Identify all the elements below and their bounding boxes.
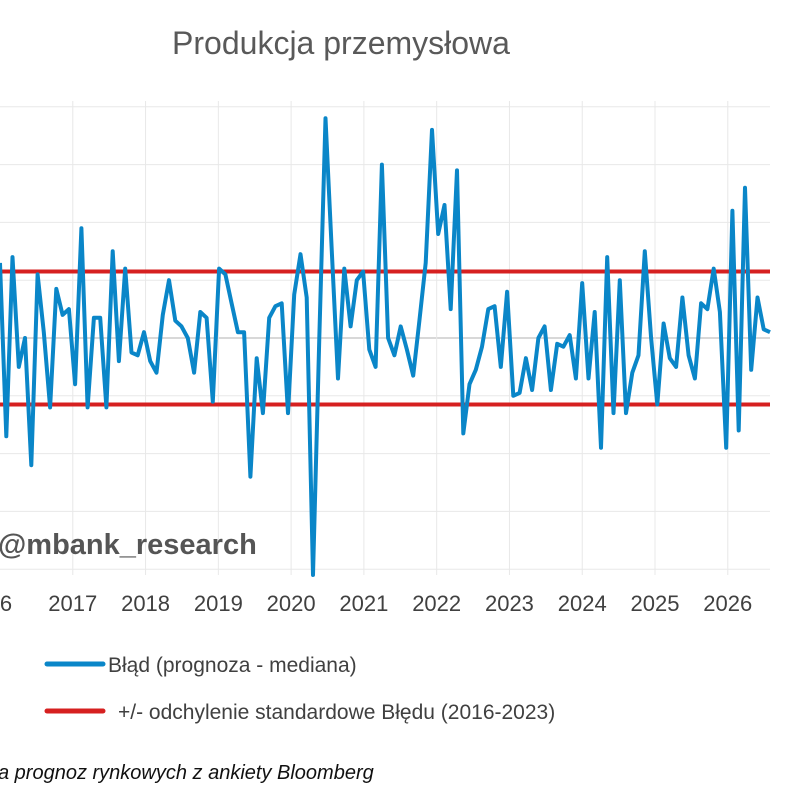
x-axis-ticks: 6 2017 2018 2019 2020 2021 2022 2023 2024 2025 202… bbox=[0, 591, 752, 616]
legend-label-error: Błąd (prognoza - mediana) bbox=[108, 654, 357, 677]
x-tick-label: 2017 bbox=[48, 591, 97, 616]
x-tick-label: 6 bbox=[0, 591, 12, 616]
chart-title: Produkcja przemysłowa bbox=[172, 25, 510, 61]
legend-label-std-band: +/- odchylenie standardowe Błędu (2016-2… bbox=[118, 701, 555, 724]
x-tick-label: 2023 bbox=[485, 591, 534, 616]
x-tick-label: 2021 bbox=[339, 591, 388, 616]
grid-lines bbox=[0, 101, 770, 575]
watermark: @mbank_research bbox=[0, 529, 257, 561]
x-tick-label: 2022 bbox=[412, 591, 461, 616]
x-tick-label: 2019 bbox=[194, 591, 243, 616]
series-line-error bbox=[0, 116, 771, 577]
x-tick-label: 2026 bbox=[703, 591, 752, 616]
legend: Błąd (prognoza - mediana) +/- odchylenie… bbox=[44, 654, 555, 724]
x-tick-label: 2020 bbox=[267, 591, 316, 616]
x-tick-label: 2025 bbox=[631, 591, 680, 616]
source-note: a prognoz rynkowych z ankiety Bloomberg bbox=[0, 762, 374, 784]
x-tick-label: 2024 bbox=[558, 591, 607, 616]
x-tick-label: 2018 bbox=[121, 591, 170, 616]
